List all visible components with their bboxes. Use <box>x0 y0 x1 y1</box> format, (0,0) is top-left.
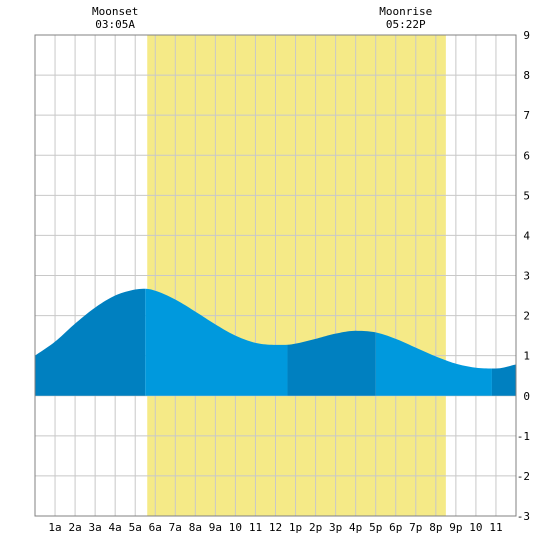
y-tick-label: -1 <box>517 430 530 443</box>
tide-band-dark <box>35 288 146 396</box>
x-tick-label: 8a <box>189 521 202 534</box>
x-tick-label: 3p <box>329 521 342 534</box>
moon-event-label: Moonset <box>92 5 138 18</box>
x-tick-label: 5p <box>369 521 382 534</box>
x-tick-label: 1p <box>289 521 302 534</box>
x-tick-label: 7p <box>409 521 422 534</box>
y-tick-label: 4 <box>523 229 530 242</box>
tide-band-light <box>375 332 492 396</box>
x-tick-label: 4p <box>349 521 362 534</box>
y-tick-label: 5 <box>523 189 530 202</box>
y-tick-label: 0 <box>523 390 530 403</box>
x-tick-label: 11 <box>489 521 502 534</box>
x-tick-label: 7a <box>169 521 182 534</box>
x-tick-label: 2a <box>68 521 81 534</box>
x-tick-label: 9p <box>449 521 462 534</box>
y-tick-label: 3 <box>523 270 530 283</box>
x-tick-label: 1a <box>48 521 61 534</box>
y-tick-label: 6 <box>523 149 530 162</box>
x-tick-label: 9a <box>209 521 222 534</box>
y-tick-label: 8 <box>523 69 530 82</box>
water-layer <box>35 288 516 396</box>
x-tick-label: 6p <box>389 521 402 534</box>
y-tick-label: 2 <box>523 310 530 323</box>
x-tick-label: 5a <box>129 521 142 534</box>
x-tick-label: 4a <box>109 521 122 534</box>
x-tick-label: 12 <box>269 521 282 534</box>
tide-band-light <box>145 288 288 396</box>
label-layer: 1a 2a 3a 4a 5a 6a 7a 8a 9a 10 11 12 1p 2p 3p 4p 5p 6p 7p 8p… <box>48 5 530 534</box>
tide-band-dark <box>287 330 376 396</box>
tide-band-dark <box>491 364 516 396</box>
x-tick-label: 6a <box>149 521 162 534</box>
x-tick-label: 10 <box>229 521 242 534</box>
moon-event-time: 05:22P <box>386 18 426 31</box>
y-tick-label: 9 <box>523 29 530 42</box>
y-tick-label: 1 <box>523 350 530 363</box>
moon-event-label: Moonrise <box>379 5 432 18</box>
x-tick-label: 3a <box>89 521 102 534</box>
x-tick-label: 11 <box>249 521 262 534</box>
moon-event-time: 03:05A <box>95 18 135 31</box>
x-tick-label: 10 <box>469 521 482 534</box>
x-tick-label: 2p <box>309 521 322 534</box>
y-tick-label: 7 <box>523 109 530 122</box>
x-tick-label: 8p <box>429 521 442 534</box>
y-tick-label: -2 <box>517 470 530 483</box>
y-tick-label: -3 <box>517 510 530 523</box>
plot-frame <box>34 34 517 517</box>
